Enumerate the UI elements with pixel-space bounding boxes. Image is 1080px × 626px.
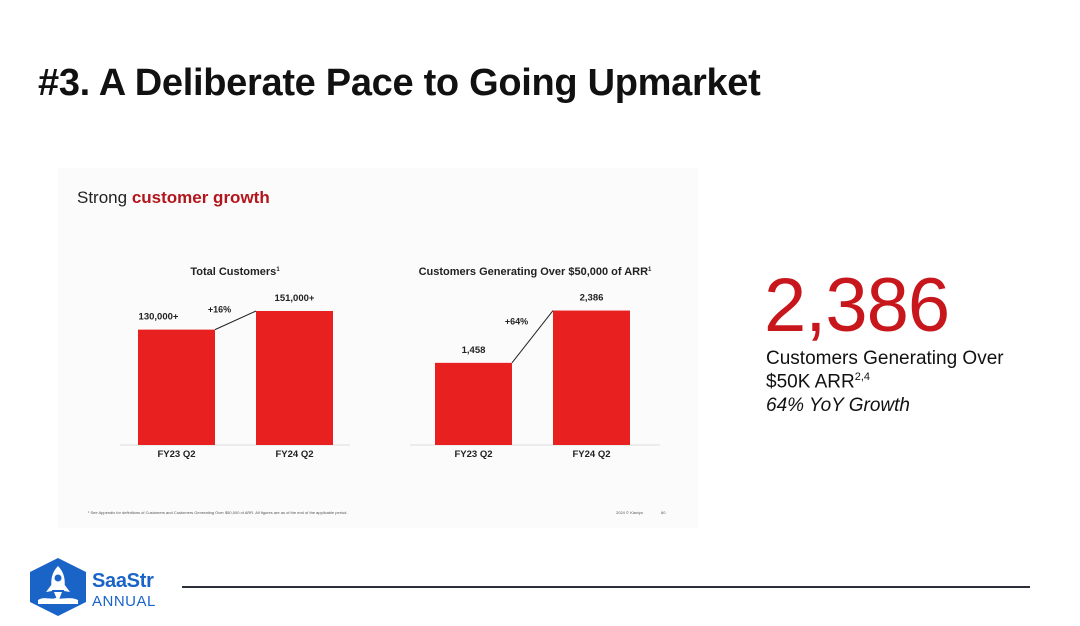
x-tick-label: FY24 Q2 bbox=[275, 449, 313, 460]
chart-title: Total Customers1 bbox=[190, 266, 280, 278]
total-customers-chart: Total Customers1 130,000+ FY23 Q2 151,000+ F… bbox=[120, 266, 350, 460]
x-tick-label: FY24 Q2 bbox=[572, 449, 610, 460]
footnote-bar: ¹ See Appendix for definitions of Custom… bbox=[76, 510, 676, 522]
bar-fy24-q2 bbox=[256, 310, 333, 445]
data-label: 130,000+ bbox=[139, 312, 179, 323]
footnote-page: 60 bbox=[661, 510, 666, 515]
kpi-line2-sup: 2,4 bbox=[854, 371, 871, 383]
kpi-line2-text: $50K ARR bbox=[766, 371, 855, 393]
data-label: 1,458 bbox=[462, 345, 486, 356]
footnote-text: ¹ See Appendix for definitions of Custom… bbox=[88, 510, 348, 515]
growth-connector bbox=[511, 310, 554, 364]
bar-fy23-q2 bbox=[435, 362, 512, 445]
kpi-growth: 64% YoY Growth bbox=[766, 395, 911, 416]
chart-title-text: Customers Generating Over $50,000 of ARR bbox=[419, 266, 649, 278]
data-label: 151,000+ bbox=[275, 293, 315, 304]
brand-subname: ANNUAL bbox=[92, 593, 156, 610]
bar-fy23-q2 bbox=[138, 329, 215, 445]
brand-name: SaaStr bbox=[92, 570, 154, 592]
footer-rule bbox=[182, 586, 1030, 588]
slide-title: #3. A Deliberate Pace to Going Upmarket bbox=[38, 62, 761, 104]
customers-over-50k-chart: Customers Generating Over $50,000 of ARR… bbox=[410, 266, 660, 460]
footnote-copyright: 2024 © Klaviyo bbox=[616, 510, 643, 515]
kpi-line2: $50K ARR2,4 bbox=[766, 371, 870, 393]
x-tick-label: FY23 Q2 bbox=[454, 449, 492, 460]
x-tick-label: FY23 Q2 bbox=[157, 449, 195, 460]
kpi-value: 2,386 bbox=[764, 263, 950, 348]
slide-subtitle: Strong customer growth bbox=[77, 188, 270, 208]
kpi-line1: Customers Generating Over bbox=[766, 348, 1004, 369]
data-label: 2,386 bbox=[580, 293, 604, 304]
bar-fy24-q2 bbox=[553, 310, 630, 445]
growth-label: +16% bbox=[208, 304, 231, 314]
chart-title-text: Total Customers bbox=[190, 266, 276, 278]
growth-label: +64% bbox=[505, 317, 528, 327]
chart-title-footnote: 1 bbox=[648, 267, 652, 273]
rocket-icon bbox=[30, 558, 86, 616]
chart-title: Customers Generating Over $50,000 of ARR… bbox=[419, 266, 652, 278]
subtitle-accent: customer growth bbox=[131, 188, 270, 207]
growth-connector bbox=[214, 310, 257, 331]
subtitle-prefix: Strong bbox=[77, 188, 132, 207]
chart-title-footnote: 1 bbox=[276, 267, 280, 273]
